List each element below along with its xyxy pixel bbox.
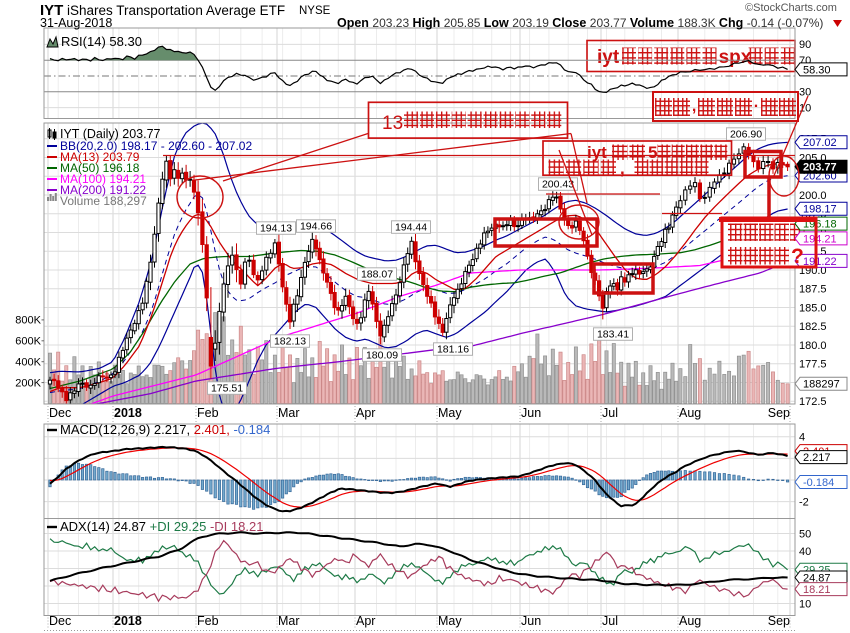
svg-text:13: 13 [382, 113, 403, 134]
svg-text:207.02: 207.02 [803, 137, 837, 149]
svg-text:90: 90 [799, 39, 811, 51]
svg-text:Apr: Apr [356, 614, 375, 628]
svg-text:?: ? [791, 245, 804, 268]
svg-text:5: 5 [648, 143, 657, 162]
svg-text:10: 10 [799, 598, 811, 610]
svg-text:206.90: 206.90 [730, 129, 762, 141]
svg-text:iShares Transportation Average: iShares Transportation Average ETF [67, 3, 285, 18]
svg-text:2018: 2018 [114, 614, 142, 628]
svg-text:Sep: Sep [768, 614, 790, 628]
svg-text:spx: spx [719, 47, 752, 68]
svg-text:Aug: Aug [679, 406, 701, 420]
svg-text:Feb: Feb [197, 406, 219, 420]
svg-text:Mar: Mar [278, 614, 300, 628]
svg-text:Dec: Dec [49, 406, 71, 420]
svg-text:Apr: Apr [356, 406, 375, 420]
svg-text:2.217: 2.217 [803, 452, 831, 464]
svg-text:194.21: 194.21 [803, 233, 837, 245]
svg-text:194.66: 194.66 [300, 221, 332, 233]
svg-text:MA(13) 203.79: MA(13) 203.79 [60, 150, 140, 164]
svg-text:400K: 400K [15, 357, 41, 369]
svg-text:MA(100) 194.21: MA(100) 194.21 [60, 172, 146, 186]
svg-text:2018: 2018 [114, 406, 142, 420]
svg-text:MA(50) 196.18: MA(50) 196.18 [60, 161, 140, 175]
svg-text:200K: 200K [15, 377, 41, 389]
svg-text:194.13: 194.13 [260, 223, 292, 235]
svg-text:177.5: 177.5 [799, 359, 827, 371]
svg-text:Aug: Aug [679, 614, 701, 628]
svg-text:180.09: 180.09 [366, 350, 398, 362]
svg-text:Open 203.23 High 205.85 Low: Open 203.23 High 205.85 Low 203.19 Close… [337, 16, 823, 30]
svg-text:Sep: Sep [768, 406, 790, 420]
svg-text:Dec: Dec [49, 614, 71, 628]
svg-text:58.30: 58.30 [803, 64, 831, 76]
svg-text:183.41: 183.41 [597, 329, 629, 341]
svg-text:ADX(14) 24.87 +DI 29.25 -DI 18: ADX(14) 24.87 +DI 29.25 -DI 18.21 [60, 519, 263, 534]
svg-text:MA(200) 191.22: MA(200) 191.22 [60, 183, 146, 197]
svg-text:May: May [438, 614, 462, 628]
svg-text:IYT (Daily) 203.77: IYT (Daily) 203.77 [60, 127, 161, 141]
svg-text:188.07: 188.07 [361, 269, 393, 281]
svg-text:800K: 800K [15, 315, 41, 327]
svg-text:RSI(14) 58.30: RSI(14) 58.30 [61, 34, 142, 49]
svg-text:MACD(12,26,9) 2.217, 2.401, -0: MACD(12,26,9) 2.217, 2.401, -0.184 [60, 422, 270, 437]
svg-text:©StockCharts.com: ©StockCharts.com [745, 2, 837, 14]
svg-text:Jun: Jun [521, 406, 541, 420]
svg-text:198.17: 198.17 [803, 204, 837, 216]
svg-text:600K: 600K [15, 336, 41, 348]
svg-text:24.87: 24.87 [803, 572, 831, 584]
svg-text:40: 40 [799, 546, 811, 558]
svg-text:IYT: IYT [40, 2, 63, 19]
svg-text:iyt: iyt [587, 143, 607, 162]
svg-text:18.21: 18.21 [803, 584, 831, 596]
svg-text:Feb: Feb [197, 614, 219, 628]
svg-text:191.22: 191.22 [803, 256, 837, 268]
svg-text:188297: 188297 [803, 379, 840, 391]
svg-text:185.0: 185.0 [799, 302, 827, 314]
svg-text:Mar: Mar [278, 406, 300, 420]
svg-text:182.5: 182.5 [799, 321, 827, 333]
svg-text:May: May [438, 406, 462, 420]
svg-text:Jun: Jun [521, 614, 541, 628]
svg-text:,: , [620, 159, 625, 178]
svg-text:-2: -2 [799, 496, 809, 508]
svg-text:Volume 188,297: Volume 188,297 [60, 194, 147, 208]
svg-text:Jul: Jul [602, 614, 618, 628]
svg-text:31-Aug-2018: 31-Aug-2018 [40, 16, 112, 30]
svg-text:BB(20,2.0) 198.17 - 202.60 - 2: BB(20,2.0) 198.17 - 202.60 - 207.02 [60, 139, 252, 153]
svg-text:194.44: 194.44 [395, 222, 427, 234]
svg-text:181.16: 181.16 [437, 344, 469, 356]
svg-text:172.5: 172.5 [799, 396, 827, 408]
svg-text:187.5: 187.5 [799, 284, 827, 296]
svg-text:200.0: 200.0 [799, 190, 827, 202]
svg-text:30: 30 [799, 87, 811, 99]
svg-text:4: 4 [799, 432, 805, 444]
svg-text:182.13: 182.13 [274, 336, 306, 348]
svg-text:175.51: 175.51 [211, 383, 243, 395]
svg-text:NYSE: NYSE [299, 5, 331, 17]
svg-text:iyt: iyt [597, 47, 620, 68]
svg-text:200.43: 200.43 [542, 179, 574, 191]
svg-text:203.77: 203.77 [803, 162, 837, 174]
svg-text:180.0: 180.0 [799, 340, 827, 352]
svg-text:-0.184: -0.184 [803, 477, 834, 489]
svg-text:50: 50 [799, 528, 811, 540]
svg-text:Jul: Jul [602, 406, 618, 420]
